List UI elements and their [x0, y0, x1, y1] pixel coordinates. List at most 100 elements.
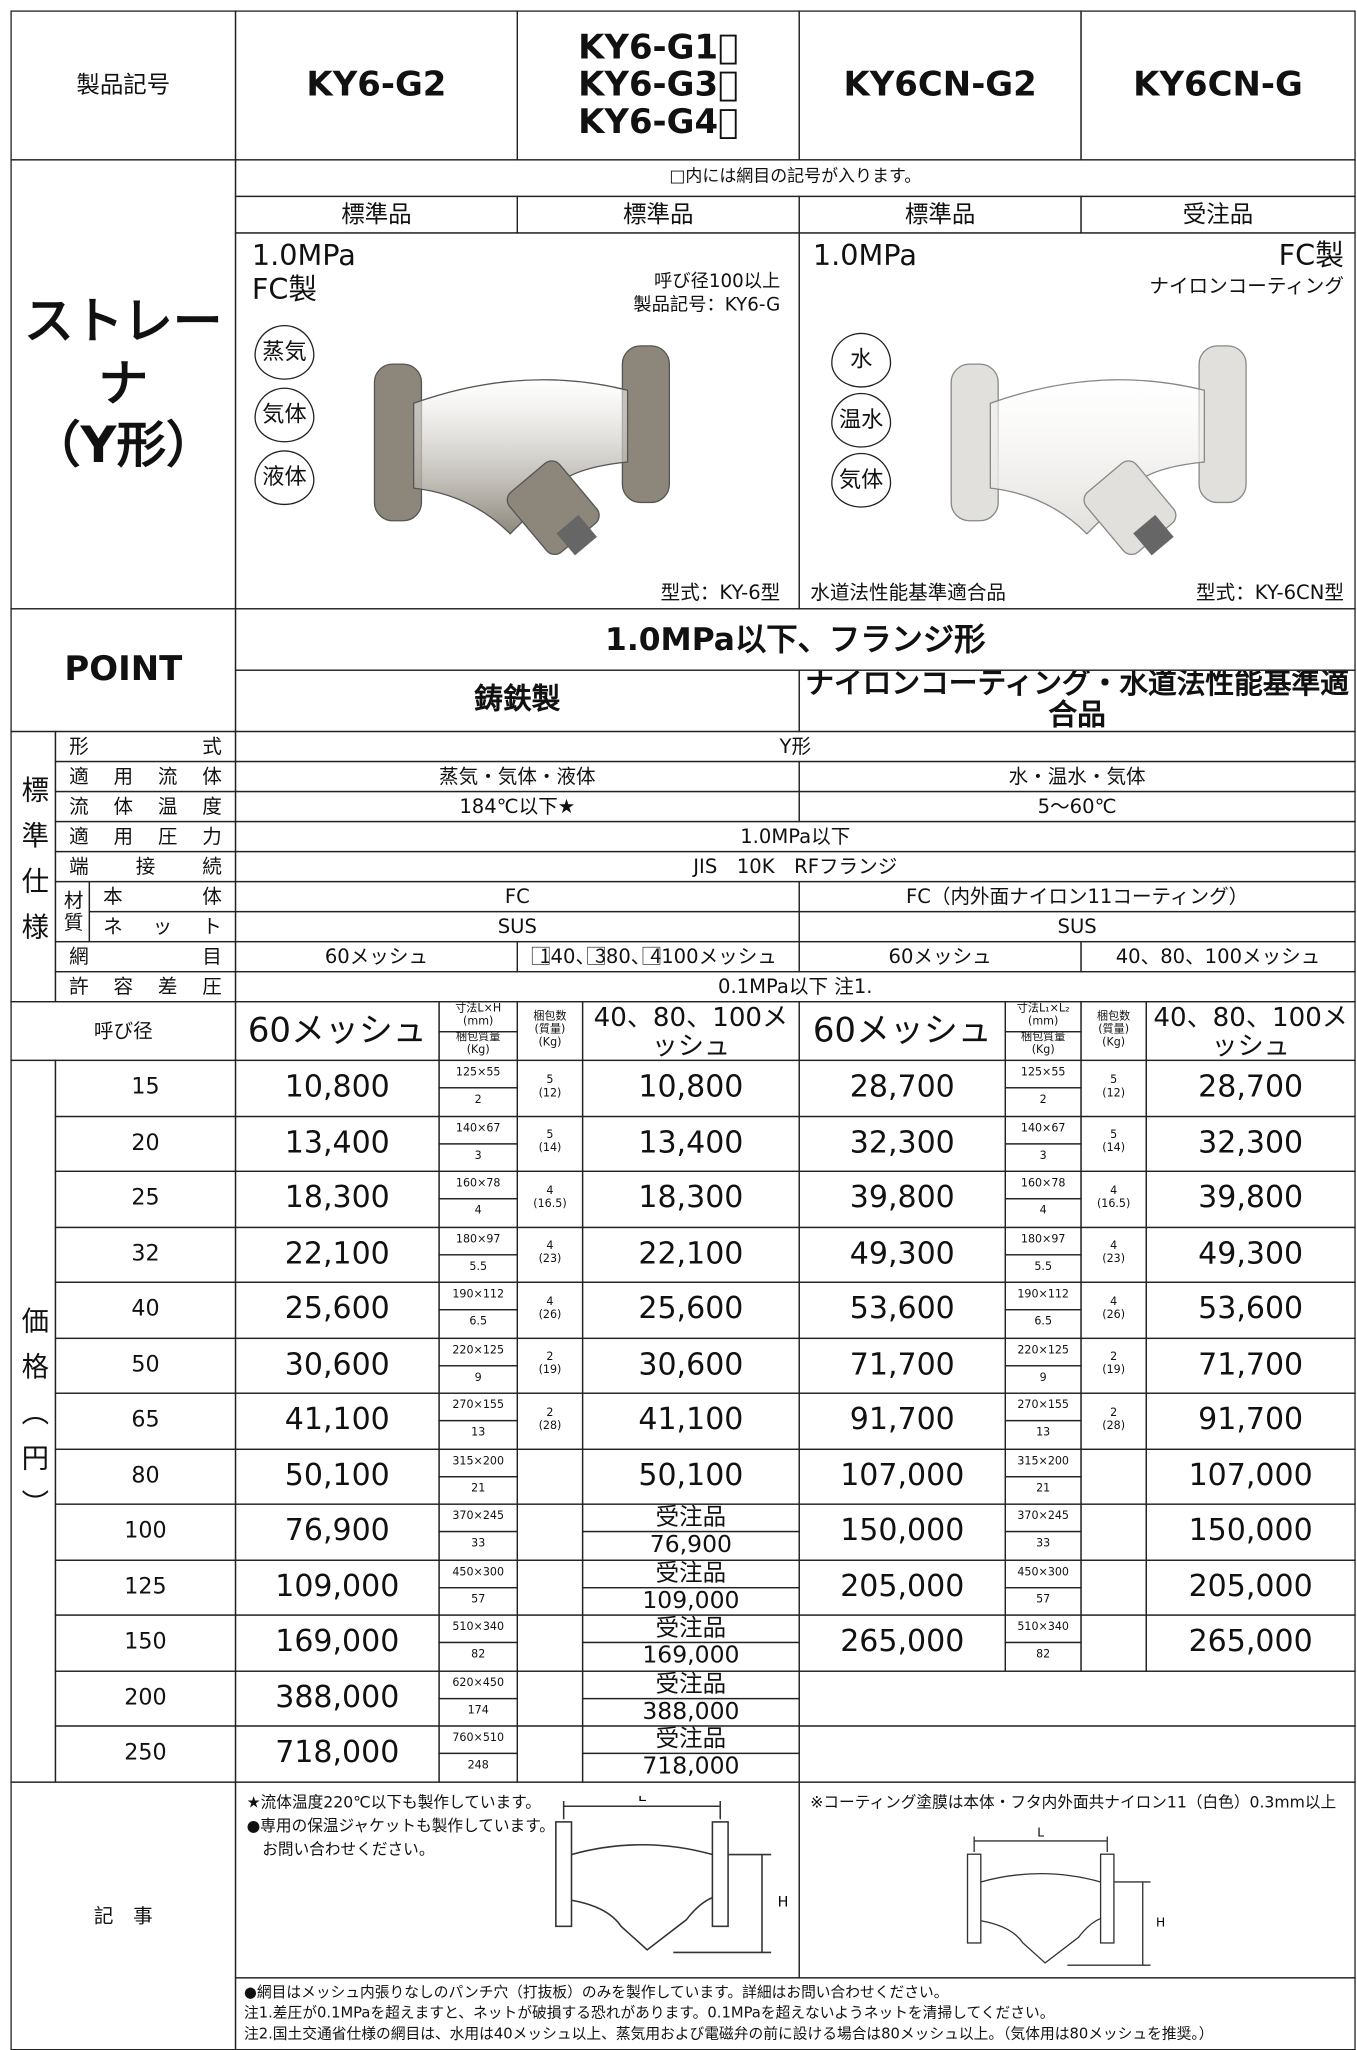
valve-body [412, 379, 629, 535]
nominal-size-text: 25 [131, 1185, 160, 1212]
valve-image [373, 345, 671, 556]
weight: 9 [1004, 1364, 1082, 1394]
footer-line: 注2.国土交通省仕様の網目は、水用は40メッシュ以上、蒸気用および電磁弁の前に設… [243, 2025, 1214, 2043]
price-header-text: 60メッシュ [247, 1011, 427, 1051]
nominal-size-text: 80 [131, 1462, 160, 1489]
product-panel: 1.0MPa FC製 ナイロンコーティング水温水 気体 水道法性能基準適合品 型式：KY… [798, 232, 1356, 610]
dimension: 160×78 [438, 1170, 519, 1200]
price: 169,000 [581, 1642, 800, 1672]
dimension-text: 270×155 [1017, 1399, 1069, 1413]
spec-value: 1⃞40、3⃞80、4⃞100メッシュ [516, 940, 800, 973]
price-text: 39,800 [1198, 1181, 1304, 1216]
spec-value-text: FC [504, 884, 530, 909]
pack [516, 1669, 584, 1727]
pack-text: 5 [546, 1129, 554, 1143]
weight-text: 57 [1036, 1593, 1051, 1607]
notes-label: 記 事 [10, 1781, 237, 2050]
pack-text: (23) [1102, 1253, 1126, 1267]
pack-text: 4 [1110, 1295, 1118, 1309]
dimension: 620×450 [438, 1669, 519, 1699]
spec-value-text: Y形 [779, 734, 812, 758]
nominal-size: 25 [54, 1170, 237, 1228]
pack-header: 梱包数 (質量) (Kg) [516, 1001, 584, 1062]
pack-header-text: (Kg) [538, 1036, 562, 1050]
nominal-size: 80 [54, 1448, 237, 1505]
pack-text: (28) [538, 1419, 562, 1433]
dimension: 180×97 [438, 1226, 519, 1256]
order-note: 受注品 [581, 1558, 800, 1588]
weight: 2 [1004, 1087, 1082, 1117]
weight: 82 [438, 1642, 519, 1672]
pack [1080, 1558, 1147, 1616]
spec-value-text: 60メッシュ [324, 944, 429, 969]
dimension: 140×67 [438, 1115, 519, 1145]
price-label: 価格（円） [10, 1059, 57, 1783]
pack: 2 (19) [1080, 1337, 1147, 1394]
dimension-text: 190×112 [452, 1288, 505, 1302]
weight-text: 4 [1039, 1205, 1047, 1219]
pack: 4 (26) [516, 1281, 584, 1339]
weight-text: 174 [467, 1704, 489, 1718]
fluid-badge: 液体 [254, 450, 315, 506]
pack: 2 (19) [516, 1337, 584, 1394]
dimension-text: 620×450 [452, 1676, 505, 1690]
dimension-text: 125×55 [455, 1066, 501, 1080]
dimension-text: 160×78 [455, 1177, 501, 1191]
price: 388,000 [581, 1697, 800, 1727]
weight-text: 57 [471, 1593, 486, 1607]
price-text: 50,100 [638, 1458, 744, 1493]
spec-value: 蒸気・気体・液体 [234, 760, 800, 793]
price-text: 18,300 [638, 1181, 744, 1216]
model-type: 型式：KY-6型 [660, 580, 781, 604]
price: 53,600 [798, 1281, 1007, 1339]
spec-name-text: 形式 [69, 734, 222, 758]
spec-name-text: 端接続 [69, 854, 222, 879]
pack-text: (26) [1102, 1308, 1126, 1322]
dim-header-text: (mm) [1028, 1015, 1059, 1029]
pack [1080, 1614, 1147, 1672]
weight: 248 [438, 1753, 519, 1783]
dimension-text: 180×97 [1020, 1232, 1066, 1247]
spec-value-text: 60メッシュ [888, 944, 992, 969]
image [943, 325, 1256, 591]
product-name-text: ストレーナ [24, 292, 223, 413]
model-code-text: KY6-G3⃞ [578, 65, 739, 105]
model-code-text: KY6-G2 [306, 65, 447, 105]
spec-value: JIS 10K RFフランジ [234, 850, 1356, 883]
price: 150,000 [798, 1503, 1007, 1561]
pack: 2 (28) [1080, 1392, 1147, 1450]
price: 76,900 [234, 1503, 440, 1561]
price-text: 205,000 [1188, 1569, 1313, 1604]
dimension: 510×340 [438, 1614, 519, 1644]
order-note: 受注品 [581, 1725, 800, 1755]
price-text: 13,400 [284, 1125, 390, 1160]
price-text: 22,100 [638, 1236, 744, 1271]
price-header: 60メッシュ [234, 1001, 440, 1062]
price-text: 107,000 [840, 1458, 965, 1493]
point-label-text: POINT [64, 650, 183, 690]
price-text: 388,000 [275, 1680, 400, 1715]
price: 49,300 [798, 1226, 1007, 1283]
weight: 4 [438, 1198, 519, 1228]
dimension-text: 315×200 [1017, 1454, 1069, 1468]
product-note: □内には網目の記号が入ります。 [234, 159, 1356, 198]
nominal-size: 125 [54, 1558, 237, 1616]
weight-header-text: (Kg) [1031, 1044, 1055, 1058]
price-text: 49,300 [849, 1236, 955, 1271]
spec-value-text: 184℃以下★ [459, 794, 576, 818]
price-text: 18,300 [284, 1181, 390, 1216]
price: 265,000 [798, 1614, 1007, 1672]
pack: 4 (16.5) [1080, 1170, 1147, 1228]
dimension: 125×55 [1004, 1059, 1082, 1089]
pack [516, 1725, 584, 1783]
nominal-size-text: 150 [124, 1629, 167, 1656]
pack: 5 (12) [1080, 1059, 1147, 1117]
dimension: 370×245 [438, 1503, 519, 1533]
grade-text: 標準品 [904, 200, 976, 228]
weight: 9 [438, 1364, 519, 1394]
price: 718,000 [581, 1753, 800, 1783]
weight-header-text: 梱包質量 [1020, 1031, 1066, 1045]
dimension: 370×245 [1004, 1503, 1082, 1533]
footer-notes: ●網目はメッシュ内張りなしのパンチ穴（打抜板）のみを製作しています。詳細はお問い… [234, 1977, 1356, 2050]
dim-header-text: (mm) [463, 1015, 494, 1029]
